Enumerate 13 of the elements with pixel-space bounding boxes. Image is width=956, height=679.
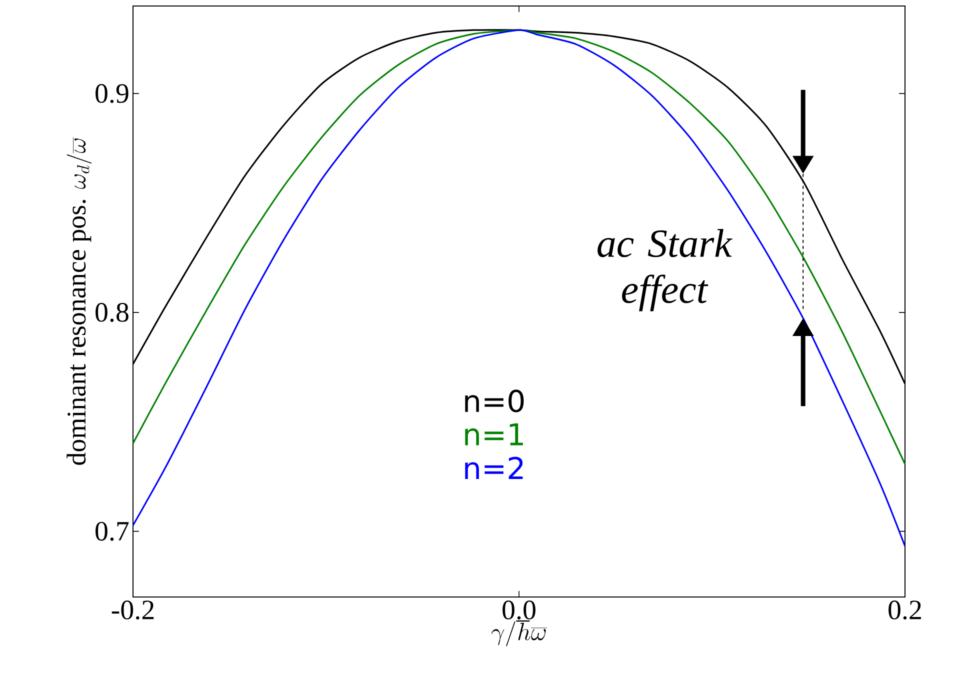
x-tick-label: 0.2 xyxy=(888,600,921,620)
x-tick-label: 0.0 xyxy=(502,600,536,620)
y-tick-label: 0.7 xyxy=(96,522,129,541)
y-tick-label: 0.9 xyxy=(96,84,128,104)
x-axis-title: $\gamma/\hbar\overline{\omega}$ xyxy=(491,620,548,646)
text: n=1 xyxy=(465,423,523,446)
text: n=2 xyxy=(465,456,523,479)
text: n=0 xyxy=(465,390,524,412)
y-axis-title: $\mbox{dominant resonance pos. }\omega_d/\overline{\omega}$ xyxy=(66,137,92,465)
line-series xyxy=(132,29,906,548)
y-tick-label: 0.8 xyxy=(96,302,128,322)
annotation: ac Stark effect xyxy=(598,229,732,312)
x-tick-label: -0.2 xyxy=(112,600,154,620)
